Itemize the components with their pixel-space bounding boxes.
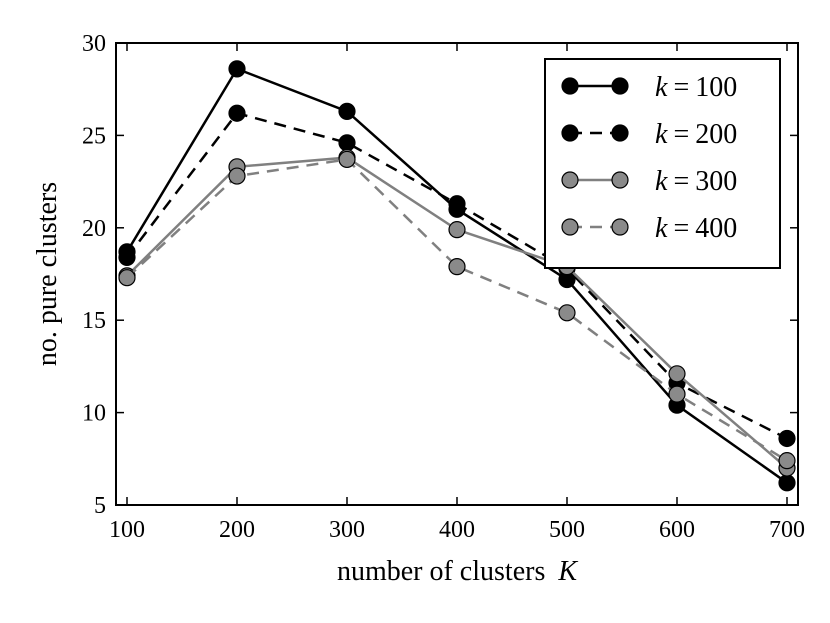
legend-label-eq: =: [673, 119, 689, 150]
legend-marker: [561, 77, 579, 95]
data-point: [778, 452, 796, 470]
data-point: [448, 221, 466, 239]
y-axis-label: no. pure clusters: [32, 182, 63, 366]
data-point: [778, 429, 796, 448]
legend-box: [544, 58, 781, 269]
data-point: [448, 195, 466, 213]
data-point: [668, 365, 686, 383]
data-point: [668, 385, 686, 403]
data-point: [338, 134, 356, 152]
legend-label: k = 300: [655, 166, 737, 197]
legend-marker: [611, 171, 629, 189]
data-point: [118, 248, 136, 266]
data-point: [778, 474, 796, 492]
data-point: [338, 102, 356, 120]
legend-label-value: 400: [695, 213, 737, 244]
x-tick-label: 500: [549, 517, 585, 543]
data-point: [558, 304, 576, 322]
x-tick-label: 300: [329, 517, 365, 543]
axis-labels: number of clusters K no. pure clusters: [32, 182, 578, 587]
y-tick-label: 5: [94, 493, 106, 519]
legend-label-value: 200: [695, 119, 737, 150]
x-axis-label: number of clusters K: [337, 556, 578, 587]
x-tick-label: 600: [659, 517, 695, 543]
legend-marker: [611, 124, 629, 142]
legend-marker: [611, 77, 629, 95]
legend-marker: [561, 171, 579, 189]
legend-marker: [561, 124, 579, 142]
data-point: [448, 258, 466, 276]
data-point: [118, 269, 136, 287]
y-tick-label: 20: [82, 216, 106, 242]
data-point: [338, 150, 356, 169]
series-layer: [118, 60, 796, 492]
series-4: [118, 150, 796, 470]
legend-marker: [561, 218, 579, 236]
y-tick-label: 15: [82, 308, 106, 334]
legend-label-eq: =: [673, 213, 689, 244]
legend-label-var: k: [655, 72, 668, 103]
legend-label: k = 200: [655, 119, 737, 150]
x-tick-label: 200: [219, 517, 255, 543]
legend-label-eq: =: [673, 166, 689, 197]
legend-label-value: 100: [695, 72, 737, 103]
data-point: [228, 60, 246, 78]
legend-label-value: 300: [695, 166, 737, 197]
ticks-layer: 100 200 300 400 500 600 700 5 10 15 20 25 30: [82, 31, 805, 543]
legend-label: k = 100: [655, 72, 737, 103]
y-tick-label: 30: [82, 31, 106, 57]
legend-label-var: k: [655, 213, 668, 244]
legend-label: k = 400: [655, 213, 737, 244]
legend-label-eq: =: [673, 72, 689, 103]
x-axis-label-variable: K: [557, 556, 578, 587]
legend-label-var: k: [655, 166, 668, 197]
x-tick-label: 700: [769, 517, 805, 543]
legend-marker: [611, 218, 629, 236]
y-tick-label: 10: [82, 401, 106, 427]
x-tick-label: 100: [109, 517, 145, 543]
y-tick-label: 25: [82, 123, 106, 149]
x-axis-label-text: number of clusters: [337, 556, 545, 587]
data-point: [228, 104, 246, 122]
legend-label-var: k: [655, 119, 668, 150]
data-point: [228, 167, 246, 185]
x-tick-label: 400: [439, 517, 475, 543]
